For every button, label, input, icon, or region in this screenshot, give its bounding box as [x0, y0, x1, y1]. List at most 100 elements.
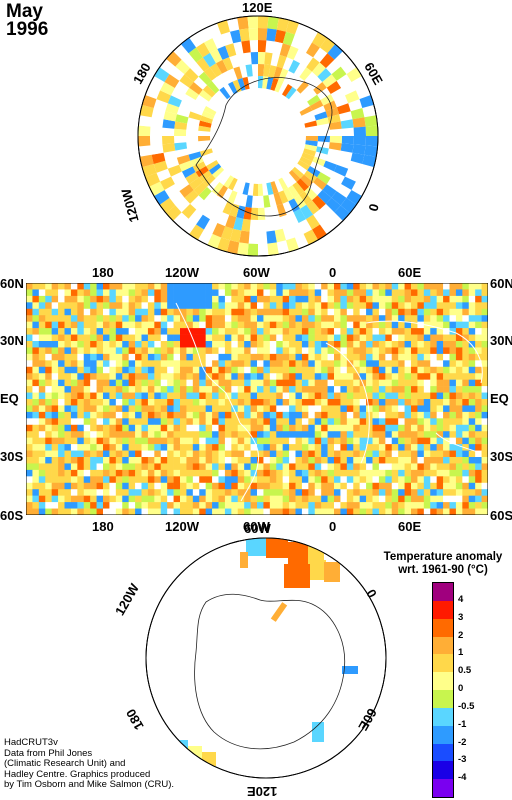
anomaly-cell: [244, 469, 251, 477]
anomaly-cell: [385, 476, 393, 484]
anomaly-cell: [90, 315, 97, 322]
anomaly-cell: [147, 508, 155, 515]
anomaly-cell: [346, 399, 354, 406]
polar-anomaly-cell: [217, 237, 230, 252]
anomaly-cell: [180, 431, 187, 438]
map-bottom-label-0: 0: [329, 519, 337, 534]
anomaly-cell: [346, 424, 354, 432]
anomaly-cell: [423, 508, 431, 515]
anomaly-cell: [263, 489, 271, 496]
anomaly-cell: [122, 444, 129, 451]
anomaly-cell: [173, 469, 181, 477]
legend-swatch: [433, 636, 453, 655]
polar-anomaly-cell: [319, 53, 335, 69]
anomaly-cell: [346, 379, 354, 387]
anomaly-cell: [314, 295, 322, 303]
anomaly-cell: [180, 411, 187, 419]
anomaly-cell: [430, 386, 437, 393]
anomaly-cell: [167, 489, 174, 496]
anomaly-cell: [269, 315, 277, 322]
anomaly-cell: [346, 289, 354, 297]
anomaly-cell: [141, 353, 149, 361]
anomaly-cell: [231, 308, 239, 316]
anomaly-cell: [77, 411, 85, 419]
anomaly-cell: [205, 399, 213, 406]
anomaly-cell: [122, 411, 129, 419]
anomaly-cell: [103, 334, 110, 342]
anomaly-cell: [45, 450, 52, 458]
anomaly-cell: [455, 411, 463, 419]
anomaly-cell: [154, 463, 162, 471]
anomaly-cell: [205, 308, 213, 316]
anomaly-cell: [32, 328, 40, 335]
anomaly-cell: [411, 444, 418, 451]
anomaly-cell: [199, 379, 206, 387]
anomaly-cell: [391, 469, 399, 477]
anomaly-cell: [115, 341, 123, 348]
anomaly-cell: [244, 289, 251, 297]
anomaly-cell: [417, 444, 425, 451]
anomaly-cell: [58, 482, 65, 490]
anomaly-cell: [186, 347, 194, 355]
anomaly-cell: [334, 495, 341, 503]
anomaly-cell: [218, 392, 226, 400]
anomaly-cell: [186, 411, 194, 419]
anomaly-cell: [398, 450, 405, 458]
anomaly-cell: [231, 431, 239, 438]
credits-line: (Climatic Research Unit) and: [4, 758, 126, 769]
anomaly-cell: [115, 457, 123, 464]
anomaly-cell: [38, 437, 46, 445]
anomaly-cell: [186, 295, 194, 303]
anomaly-cell: [263, 450, 271, 458]
anomaly-cell: [417, 360, 425, 368]
anomaly-cell: [481, 437, 488, 445]
anomaly-cell: [154, 489, 162, 496]
anomaly-cell: [346, 508, 354, 515]
anomaly-cell: [269, 366, 277, 374]
anomaly-cell: [366, 405, 373, 413]
anomaly-cell: [218, 444, 226, 451]
anomaly-cell: [385, 315, 393, 322]
anomaly-cell: [237, 328, 245, 335]
anomaly-cell: [404, 508, 412, 515]
anomaly-cell: [115, 353, 123, 361]
anomaly-cell: [109, 444, 117, 451]
anomaly-cell: [96, 295, 104, 303]
anomaly-cell: [276, 437, 283, 445]
anomaly-cell: [340, 373, 348, 380]
anomaly-cell: [83, 437, 91, 445]
anomaly-cell: [398, 373, 405, 380]
anomaly-cell: [289, 308, 296, 316]
polar-anomaly-cell: [286, 45, 299, 60]
anomaly-cell: [359, 463, 367, 471]
anomaly-cell: [449, 405, 457, 413]
anomaly-cell: [417, 508, 425, 515]
anomaly-cell: [135, 431, 142, 438]
anomaly-cell: [231, 437, 239, 445]
anomaly-cell: [45, 463, 52, 471]
anomaly-cell: [160, 392, 168, 400]
anomaly-cell: [231, 295, 239, 303]
anomaly-cell: [154, 347, 162, 355]
anomaly-cell: [411, 457, 418, 464]
anomaly-cell: [224, 495, 232, 503]
anomaly-cell: [411, 308, 418, 316]
anomaly-cell: [289, 411, 296, 419]
anomaly-cell: [83, 353, 91, 361]
anomaly-cell: [269, 482, 277, 490]
anomaly-cell: [455, 424, 463, 432]
anomaly-cell: [205, 450, 213, 458]
anomaly-cell: [314, 308, 322, 316]
anomaly-cell: [366, 482, 373, 490]
anomaly-cell: [147, 366, 155, 374]
anomaly-cell: [167, 418, 174, 426]
anomaly-cell: [167, 450, 174, 458]
anomaly-cell: [32, 463, 40, 471]
anomaly-cell: [353, 476, 360, 484]
anomaly-cell: [359, 450, 367, 458]
anomaly-cell: [141, 508, 149, 515]
anomaly-cell: [314, 373, 322, 380]
anomaly-cell: [45, 489, 52, 496]
anomaly-cell: [167, 353, 174, 361]
anomaly-cell: [122, 469, 129, 477]
